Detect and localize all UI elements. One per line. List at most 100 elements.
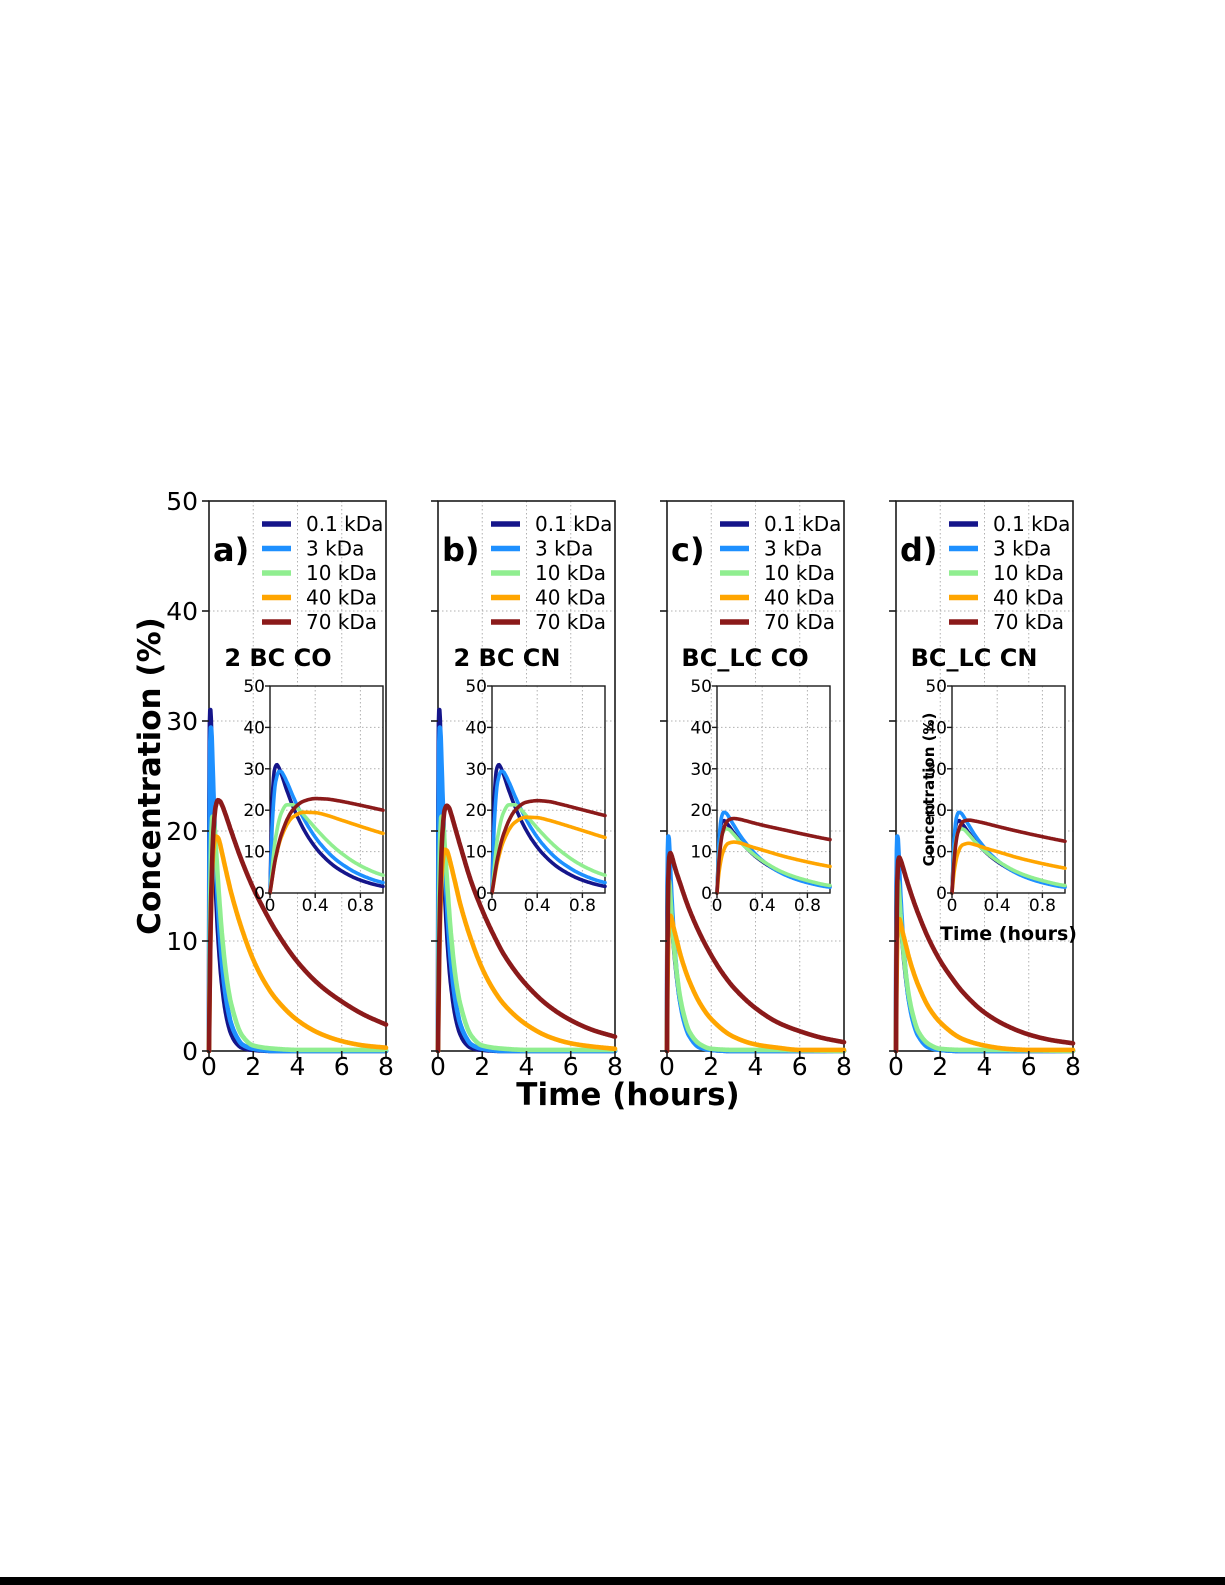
- inset-curve-10-kDa: [268, 803, 385, 895]
- x-tick-label: 4: [977, 1052, 993, 1081]
- x-tick-label: 6: [563, 1052, 579, 1081]
- inset-curve-0-1-kDa: [490, 762, 607, 895]
- inset-curve-70-kDa: [490, 798, 607, 895]
- panel-title: BC_LC CN: [911, 644, 1038, 672]
- x-tick-label: 0: [201, 1052, 217, 1081]
- inset-y-tick-label: 10: [243, 843, 265, 863]
- inset-y-tick-label: 50: [690, 677, 712, 697]
- inset-axes-frame: [716, 685, 831, 894]
- inset-axes-frame: [951, 685, 1066, 894]
- curve-70-kDa: [206, 797, 389, 1054]
- x-tick-label: 6: [1021, 1052, 1037, 1081]
- x-tick-label: 2: [932, 1052, 948, 1081]
- inset-x-tick-label: 0: [487, 896, 498, 916]
- legend-label: 10 kDa: [306, 561, 377, 585]
- inset-curve-70-kDa: [950, 818, 1067, 895]
- x-tick-label: 4: [519, 1052, 535, 1081]
- inset-curve-40-kDa: [950, 841, 1067, 895]
- inset-curve-3-kDa: [268, 769, 385, 895]
- inset-curve-70-kDa: [715, 816, 832, 895]
- legend-label: 70 kDa: [306, 610, 377, 634]
- inset-y-tick-label: 30: [243, 760, 265, 780]
- x-tick-label: 8: [607, 1052, 623, 1081]
- x-tick-label: 2: [474, 1052, 490, 1081]
- legend-label: 40 kDa: [535, 586, 606, 610]
- x-tick-label: 8: [378, 1052, 394, 1081]
- inset-y-tick-label: 20: [925, 801, 947, 821]
- inset-y-tick-label: 30: [690, 760, 712, 780]
- inset-curve-0-1-kDa: [268, 762, 385, 895]
- inset-curve-3-kDa: [490, 769, 607, 895]
- inset-x-tick-label: 0.8: [347, 896, 374, 916]
- inset-c: 0 0.4 0.8 0 10 20 30 40 50: [690, 677, 832, 916]
- curve-40-kDa: [435, 847, 618, 1054]
- legend-label: 3 kDa: [535, 537, 593, 561]
- curve-40-kDa: [664, 913, 847, 1054]
- inset-x-tick-label: 0.4: [984, 896, 1011, 916]
- inset-axes-frame: [269, 685, 384, 894]
- x-tick-label: 0: [888, 1052, 904, 1081]
- legend-label: 3 kDa: [306, 537, 364, 561]
- inset-background: [952, 686, 1065, 893]
- panel-title: 2 BC CN: [453, 644, 560, 672]
- inset-y-tick-label: 10: [465, 843, 487, 863]
- y-tick-label: 40: [166, 597, 198, 626]
- inset-curve-10-kDa: [490, 803, 607, 895]
- inset-x-tick-label: 0.4: [524, 896, 551, 916]
- curve-40-kDa: [893, 916, 1076, 1054]
- inset-curve-10-kDa: [950, 827, 1067, 895]
- inset-xlabel: Time (hours): [940, 923, 1077, 945]
- inset-y-tick-label: 20: [690, 801, 712, 821]
- legend-label: 70 kDa: [764, 610, 835, 634]
- inset-y-tick-label: 30: [465, 760, 487, 780]
- inset-ylabel: Concentration (%): [920, 713, 938, 867]
- inset-y-tick-label: 40: [465, 718, 487, 738]
- inset-d: 0 0.4 0.8 0 10 20 30 40 50 Time (hours) Concentrat…: [920, 677, 1077, 945]
- inset-x-tick-label: 0: [712, 896, 723, 916]
- x-tick-label: 0: [659, 1052, 675, 1081]
- x-tick-label: 6: [792, 1052, 808, 1081]
- inset-y-tick-label: 40: [925, 718, 947, 738]
- inset-x-tick-label: 0.8: [569, 896, 596, 916]
- inset-curve-40-kDa: [490, 815, 607, 895]
- inset-x-tick-label: 0.4: [749, 896, 776, 916]
- inset-y-tick-label: 40: [243, 718, 265, 738]
- inset-b: 0 0.4 0.8 0 10 20 30 40 50: [465, 677, 607, 916]
- inset-y-tick-label: 10: [690, 843, 712, 863]
- legend-label: 3 kDa: [993, 537, 1051, 561]
- legend-label: 10 kDa: [764, 561, 835, 585]
- x-tick-label: 0: [430, 1052, 446, 1081]
- inset-a: 0 0.4 0.8 0 10 20 30 40 50: [243, 677, 385, 916]
- legend-label: 10 kDa: [993, 561, 1064, 585]
- panel-letter: c): [671, 531, 705, 569]
- y-tick-label: 10: [166, 927, 198, 956]
- panel-title: 2 BC CO: [224, 644, 331, 672]
- inset-y-tick-label: 0: [254, 884, 265, 904]
- panel-title: BC_LC CO: [681, 644, 808, 672]
- inset-background: [717, 686, 830, 893]
- curve-70-kDa: [664, 850, 847, 1054]
- inset-x-tick-label: 0: [947, 896, 958, 916]
- legend-label: 10 kDa: [535, 561, 606, 585]
- legend-label: 40 kDa: [306, 586, 377, 610]
- inset-x-tick-label: 0.8: [1029, 896, 1056, 916]
- bottom-bar: [0, 1577, 1225, 1585]
- curve-40-kDa: [206, 834, 389, 1054]
- panel-letter: d): [900, 531, 938, 569]
- inset-y-tick-label: 50: [925, 677, 947, 697]
- inset-x-tick-label: 0.4: [302, 896, 329, 916]
- legend-label: 70 kDa: [535, 610, 606, 634]
- legend-label: 70 kDa: [993, 610, 1064, 634]
- inset-y-tick-label: 20: [465, 801, 487, 821]
- y-tick-label: 50: [166, 487, 198, 516]
- x-tick-label: 4: [748, 1052, 764, 1081]
- legend-label: 0.1 kDa: [993, 512, 1070, 536]
- curve-70-kDa: [893, 855, 1076, 1054]
- legend-label: 40 kDa: [764, 586, 835, 610]
